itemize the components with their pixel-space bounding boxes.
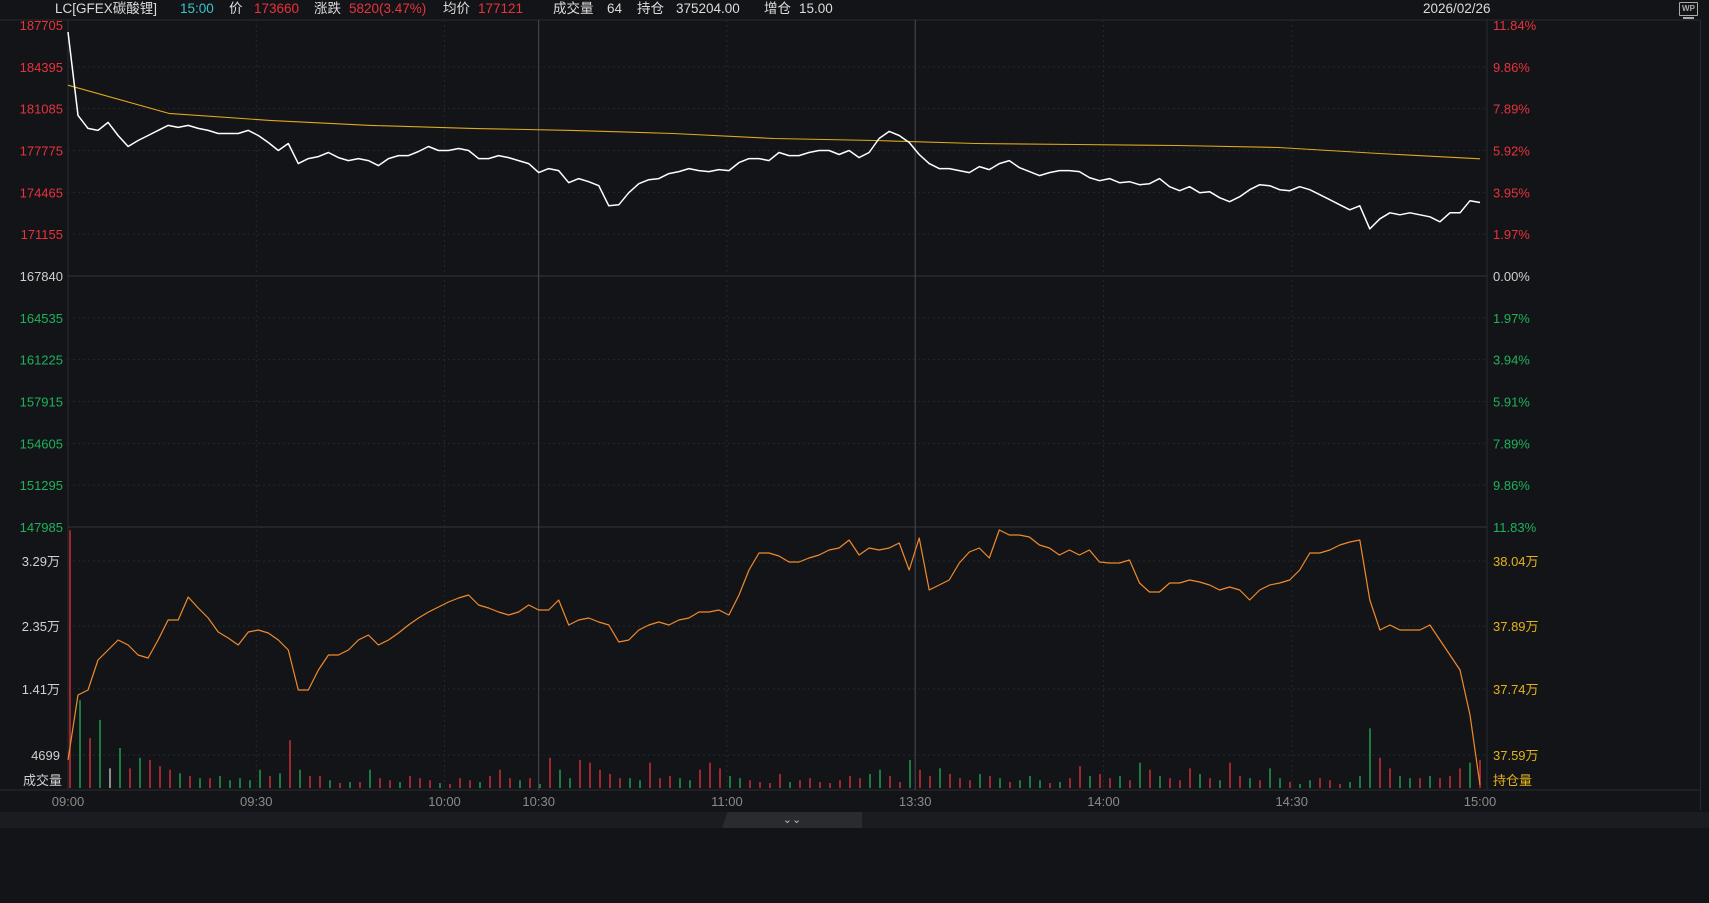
- price-tick-label: 171155: [21, 227, 63, 242]
- grid: [0, 19, 1700, 791]
- percent-tick-label: 1.97%: [1493, 311, 1530, 326]
- volume-label: 成交量: [553, 1, 594, 16]
- monitor-wp-icon[interactable]: WP: [1679, 2, 1698, 16]
- price-tick-label: 164535: [20, 311, 63, 326]
- volume-value: 64: [607, 1, 623, 16]
- open-interest-value: 375204.00: [676, 1, 740, 16]
- percent-tick-label: 9.86%: [1493, 478, 1530, 493]
- series-lines: [67, 31, 1481, 786]
- time-tick-label: 09:30: [240, 794, 273, 809]
- price-tick-label: 187705: [20, 18, 63, 33]
- empty-area: [0, 828, 1709, 903]
- trade-date: 2026/02/26: [1423, 1, 1491, 16]
- open-interest-line: [67, 529, 1481, 786]
- oi-tick-label: 38.04万: [1493, 554, 1539, 569]
- oi-axis-title: 持仓量: [1493, 773, 1532, 788]
- price-tick-label: 157915: [20, 395, 63, 410]
- percent-tick-label: 3.94%: [1493, 353, 1530, 368]
- volume-bars: [69, 530, 1481, 788]
- time-tick-label: 14:30: [1275, 794, 1308, 809]
- double-chevron-down-icon: ⌄⌄: [782, 814, 802, 826]
- axis-labels: 187705 11.84% 184395 9.86% 181085 7.89% 177775…: [20, 18, 1539, 809]
- volume-tick-label: 4699: [31, 748, 60, 763]
- open-interest-label: 持仓: [637, 1, 664, 16]
- time-tick-label: 14:00: [1087, 794, 1120, 809]
- price-tick-label: 177775: [20, 144, 63, 159]
- price-tick-label: 174465: [20, 185, 63, 200]
- price-tick-label: 161225: [20, 353, 63, 368]
- volume-tick-label: 3.29万: [22, 554, 60, 569]
- time-tick-label: 13:30: [899, 794, 932, 809]
- oi-tick-label: 37.89万: [1493, 619, 1539, 634]
- price-tick-label: 181085: [20, 102, 63, 117]
- time-tick-label: 10:00: [428, 794, 461, 809]
- symbol-name: LC[GFEX碳酸锂]: [55, 1, 158, 16]
- monitor-stand-icon: [1683, 17, 1694, 19]
- avg-price-label: 均价: [443, 1, 470, 16]
- right-divider: [1700, 20, 1701, 810]
- percent-tick-label: 11.83%: [1493, 520, 1537, 535]
- time-tick-label: 09:00: [52, 794, 85, 809]
- time-tick-label: 15:00: [1464, 794, 1497, 809]
- oi-tick-label: 37.74万: [1493, 682, 1539, 697]
- avg-price-value: 177121: [478, 1, 524, 16]
- change-label: 涨跌: [314, 1, 341, 16]
- percent-tick-label: 7.89%: [1493, 102, 1530, 117]
- price-tick-label: 147985: [20, 520, 63, 535]
- price-tick-label: 184395: [20, 60, 63, 75]
- time-tick-label: 10:30: [522, 794, 555, 809]
- price-tick-label: 154605: [20, 436, 63, 451]
- percent-tick-label: 5.92%: [1493, 144, 1530, 159]
- percent-tick-label: 7.89%: [1493, 436, 1530, 451]
- percent-tick-label: 3.95%: [1493, 185, 1530, 200]
- quote-header: LC[GFEX碳酸锂] 15:00 价 173660 涨跌 5820(3.47%…: [0, 0, 1709, 18]
- percent-tick-label: 9.86%: [1493, 60, 1530, 75]
- price-line: [67, 31, 1481, 230]
- price-label: 价: [229, 1, 243, 16]
- collapse-panel-button[interactable]: ⌄⌄: [722, 812, 862, 828]
- price-tick-label: 167840: [20, 269, 63, 284]
- price-value: 173660: [254, 1, 300, 16]
- volume-tick-label: 2.35万: [22, 619, 60, 634]
- oi-tick-label: 37.59万: [1493, 748, 1539, 763]
- percent-tick-label: 5.91%: [1493, 395, 1530, 410]
- percent-tick-label: 11.84%: [1493, 18, 1537, 33]
- oi-change-label: 增仓: [764, 1, 791, 16]
- quote-time: 15:00: [180, 1, 214, 16]
- time-tick-label: 11:00: [711, 794, 743, 809]
- percent-tick-label: 0.00%: [1493, 269, 1530, 284]
- percent-tick-label: 1.97%: [1493, 227, 1530, 242]
- average-price-line: [67, 84, 1481, 160]
- volume-tick-label: 1.41万: [22, 682, 60, 697]
- price-tick-label: 151295: [20, 478, 63, 493]
- change-value: 5820(3.47%): [349, 1, 427, 16]
- volume-axis-title: 成交量: [23, 773, 62, 788]
- intraday-chart[interactable]: 187705 11.84% 184395 9.86% 181085 7.89% 177775…: [0, 0, 1709, 812]
- oi-change-value: 15.00: [799, 1, 833, 16]
